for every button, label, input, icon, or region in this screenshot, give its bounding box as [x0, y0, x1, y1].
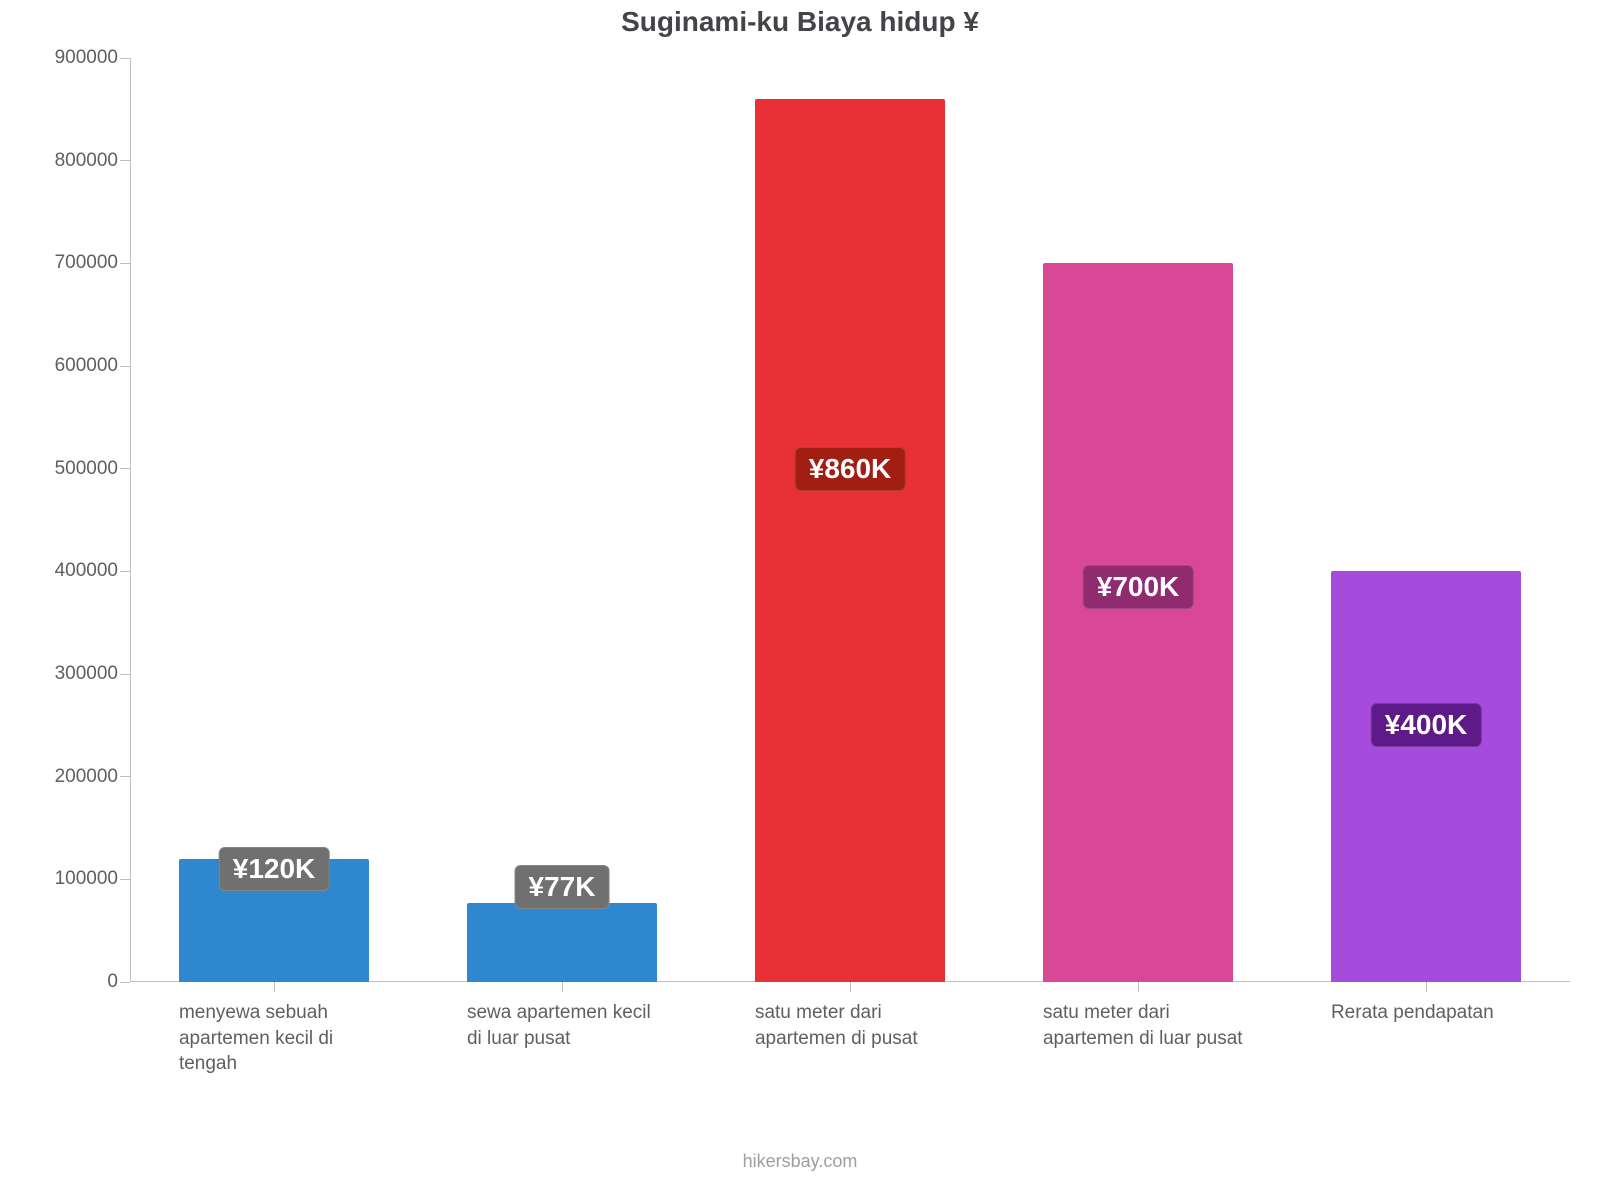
chart-title: Suginami-ku Biaya hidup ¥ — [0, 6, 1600, 38]
x-tick — [562, 982, 563, 992]
source-attribution: hikersbay.com — [0, 1151, 1600, 1172]
y-tick — [120, 58, 130, 59]
y-tick-label: 300000 — [55, 663, 118, 685]
y-tick — [120, 160, 130, 161]
y-axis-line — [130, 58, 131, 982]
x-tick — [274, 982, 275, 992]
y-tick — [120, 879, 130, 880]
y-tick-label: 900000 — [55, 47, 118, 69]
y-tick — [120, 571, 130, 572]
x-category-label: menyewa sebuah apartemen kecil di tengah — [179, 1000, 379, 1077]
bar-value-label: ¥400K — [1371, 703, 1482, 747]
y-tick-label: 100000 — [55, 868, 118, 890]
y-tick-label: 800000 — [55, 150, 118, 172]
y-tick-label: 200000 — [55, 766, 118, 788]
plot-area: 0100000200000300000400000500000600000700… — [130, 58, 1570, 982]
x-category-label: satu meter dari apartemen di pusat — [755, 1000, 955, 1051]
x-tick — [850, 982, 851, 992]
y-tick-label: 0 — [107, 971, 118, 993]
y-tick — [120, 674, 130, 675]
y-tick-label: 700000 — [55, 252, 118, 274]
bar — [467, 903, 657, 982]
y-tick — [120, 366, 130, 367]
bar-value-label: ¥860K — [795, 447, 906, 491]
bar — [755, 99, 945, 982]
y-tick-label: 600000 — [55, 355, 118, 377]
x-category-label: sewa apartemen kecil di luar pusat — [467, 1000, 667, 1051]
bar-value-label: ¥700K — [1083, 565, 1194, 609]
y-tick-label: 400000 — [55, 560, 118, 582]
cost-of-living-bar-chart: Suginami-ku Biaya hidup ¥ 01000002000003… — [0, 0, 1600, 1200]
bar — [1331, 571, 1521, 982]
y-tick — [120, 982, 130, 983]
x-tick — [1138, 982, 1139, 992]
y-tick — [120, 263, 130, 264]
x-category-label: satu meter dari apartemen di luar pusat — [1043, 1000, 1243, 1051]
bar-value-label: ¥77K — [515, 865, 610, 909]
y-tick — [120, 776, 130, 777]
x-tick — [1426, 982, 1427, 992]
bar-value-label: ¥120K — [219, 847, 330, 891]
y-tick-label: 500000 — [55, 458, 118, 480]
bar — [1043, 263, 1233, 982]
x-category-label: Rerata pendapatan — [1331, 1000, 1531, 1026]
y-tick — [120, 468, 130, 469]
